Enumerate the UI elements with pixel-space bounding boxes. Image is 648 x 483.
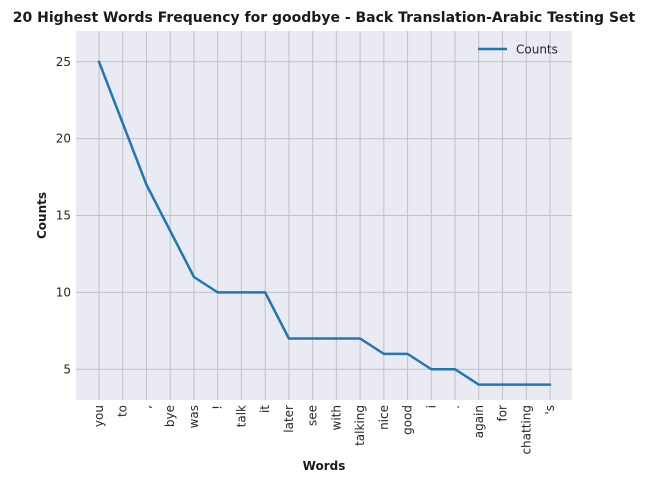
series-layer — [97, 60, 552, 386]
x-tick-label: 's — [543, 405, 557, 415]
y-axis-label: Counts — [35, 192, 49, 239]
x-tick-label: to — [116, 405, 130, 417]
x-tick-label: again — [472, 405, 486, 438]
x-tick-label: bye — [163, 405, 177, 427]
x-tick-label: chatting — [519, 405, 533, 455]
x-tick-label: talking — [353, 405, 367, 446]
y-tick-label: 20 — [56, 132, 71, 146]
x-tick-label: talk — [234, 405, 248, 427]
x-tick-label: for — [496, 405, 510, 422]
x-tick-label: see — [306, 405, 320, 426]
series-line-counts — [97, 60, 552, 386]
x-tick-label: was — [187, 405, 201, 428]
y-tick-label: 10 — [56, 285, 71, 299]
legend-label-counts: Counts — [516, 43, 558, 57]
y-tick-label: 5 — [63, 362, 71, 376]
y-tick-label: 15 — [56, 209, 71, 223]
x-tick-label: , — [139, 405, 153, 409]
x-tick-label: it — [258, 405, 272, 413]
y-tick-label: 25 — [56, 55, 71, 69]
x-tick-label: . — [448, 405, 462, 409]
legend: Counts — [478, 43, 558, 57]
x-tick-label: you — [92, 405, 106, 427]
x-tick-label: i — [424, 405, 438, 408]
x-tick-label: good — [401, 405, 415, 435]
y-axis-ticks: 5 10 15 20 25 — [56, 55, 71, 377]
x-tick-label: ! — [211, 405, 225, 410]
x-tick-label: nice — [377, 405, 391, 430]
grid-lines — [76, 31, 572, 400]
x-tick-label: later — [282, 405, 296, 433]
x-axis-ticks: you to, bye was! talk it later see with talking ni… — [92, 405, 557, 455]
x-tick-label: with — [329, 405, 343, 430]
chart-title: 20 Highest Words Frequency for goodbye -… — [13, 10, 636, 26]
x-axis-label: Words — [303, 459, 346, 473]
